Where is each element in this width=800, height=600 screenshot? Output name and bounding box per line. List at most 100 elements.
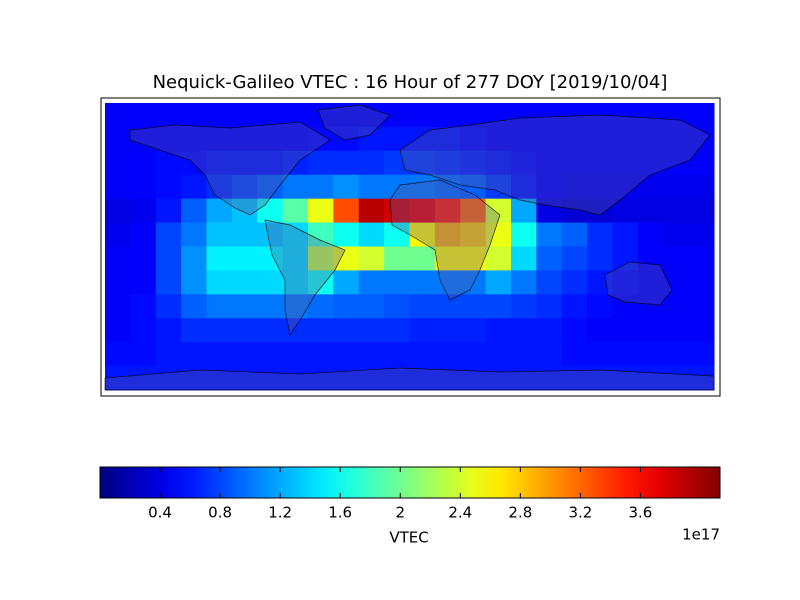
heat-cell: [358, 270, 385, 295]
heat-cell: [206, 318, 233, 343]
heat-cell: [105, 198, 131, 224]
heat-cell: [637, 174, 664, 200]
heat-cell: [181, 150, 207, 176]
heat-cell: [105, 150, 131, 176]
heat-cell: [587, 126, 613, 152]
heat-cell: [561, 103, 588, 128]
heat-cell: [257, 366, 284, 391]
heat-cell: [511, 222, 537, 247]
heat-cell: [231, 126, 258, 152]
heat-cell: [231, 342, 258, 367]
heat-cell: [181, 222, 207, 247]
heat-cell: [358, 103, 385, 128]
heat-cell: [130, 270, 157, 295]
heat-cell: [460, 150, 487, 176]
heat-cell: [257, 150, 284, 176]
heat-cell: [308, 222, 334, 247]
heat-cell: [257, 222, 284, 247]
heat-cell: [663, 174, 690, 200]
heat-cell: [181, 198, 207, 224]
heat-cell: [181, 174, 207, 200]
heat-cell: [663, 294, 690, 319]
heat-cell: [105, 318, 131, 343]
heat-cell: [612, 270, 639, 295]
heat-cell: [688, 270, 715, 295]
heat-cell: [282, 294, 309, 319]
heat-cell: [511, 174, 537, 200]
heat-cell: [282, 246, 309, 271]
heat-cell: [206, 198, 233, 224]
heat-cell: [384, 246, 410, 271]
heat-cell: [485, 366, 512, 391]
heat-cell: [181, 103, 207, 128]
heat-cell: [105, 294, 131, 319]
heat-cell: [637, 103, 664, 128]
colorbar-tick-label: 2.4: [448, 504, 472, 522]
colorbar-tick-label: 0.8: [208, 504, 232, 522]
heat-cell: [637, 366, 664, 391]
heat-cell: [231, 318, 258, 343]
heat-cell: [536, 222, 563, 247]
heat-cell: [384, 198, 410, 224]
heat-cell: [485, 294, 512, 319]
heat-cell: [384, 126, 410, 152]
heat-cell: [409, 126, 436, 152]
heat-cell: [536, 103, 563, 128]
heat-cell: [612, 150, 639, 176]
heat-cell: [333, 270, 360, 295]
heat-cell: [434, 198, 461, 224]
heat-cell: [358, 342, 385, 367]
heat-cell: [130, 366, 157, 391]
heat-cell: [460, 246, 487, 271]
heat-cell: [511, 294, 537, 319]
heat-cell: [612, 222, 639, 247]
heat-cell: [663, 318, 690, 343]
heat-cell: [384, 294, 410, 319]
heat-cell: [231, 270, 258, 295]
heat-cell: [105, 366, 131, 391]
heat-cell: [561, 294, 588, 319]
heat-cell: [409, 294, 436, 319]
heat-cell: [282, 318, 309, 343]
heat-cell: [688, 246, 715, 271]
heat-cell: [105, 103, 131, 128]
heat-cell: [257, 294, 284, 319]
heat-cell: [206, 294, 233, 319]
heat-cell: [511, 103, 537, 128]
heat-cell: [384, 342, 410, 367]
chart-title: Nequick-Galileo VTEC : 16 Hour of 277 DO…: [153, 72, 668, 93]
heat-cell: [257, 103, 284, 128]
heat-cell: [409, 222, 436, 247]
colorbar-tick-label: 3.6: [629, 504, 653, 522]
heat-cell: [587, 150, 613, 176]
heat-cell: [485, 342, 512, 367]
heat-cell: [308, 174, 334, 200]
heat-cell: [587, 174, 613, 200]
heat-cell: [257, 198, 284, 224]
heat-cell: [282, 198, 309, 224]
heat-cell: [511, 246, 537, 271]
colorbar-tick-label: 1.2: [268, 504, 292, 522]
heat-cell: [409, 246, 436, 271]
heat-cell: [409, 342, 436, 367]
heat-cell: [384, 222, 410, 247]
heat-cell: [561, 270, 588, 295]
heat-cell: [434, 294, 461, 319]
heat-cell: [637, 270, 664, 295]
heat-cell: [536, 246, 563, 271]
colorbar-tick-label: 2.8: [508, 504, 532, 522]
heat-cell: [688, 342, 715, 367]
heat-cell: [536, 126, 563, 152]
heat-cell: [181, 246, 207, 271]
heat-cell: [485, 150, 512, 176]
heat-cell: [612, 318, 639, 343]
heat-cell: [384, 318, 410, 343]
heat-cell: [333, 198, 360, 224]
heat-cell: [257, 246, 284, 271]
heat-cell: [231, 150, 258, 176]
heat-cell: [688, 150, 715, 176]
heat-cell: [688, 174, 715, 200]
heat-cell: [155, 150, 182, 176]
colorbar-tick-label: 0.4: [148, 504, 172, 522]
heat-cell: [688, 294, 715, 319]
